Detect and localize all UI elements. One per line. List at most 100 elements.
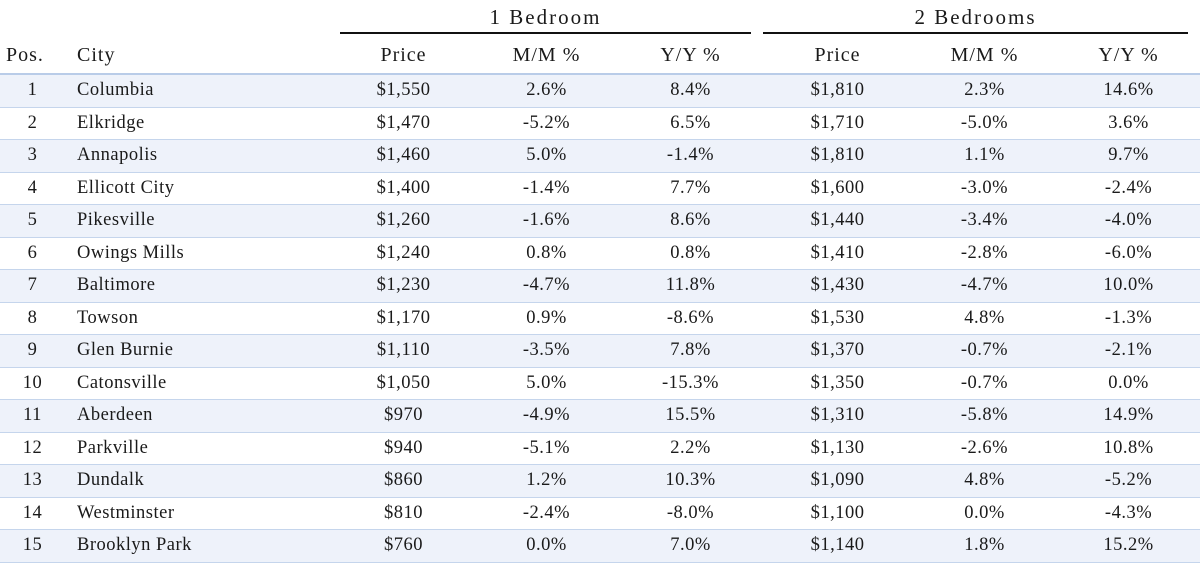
table-row: 13 Dundalk $860 1.2% 10.3% $1,090 4.8% -5.2%: [0, 464, 1200, 498]
cell-yy-2br: 14.9%: [1057, 399, 1200, 433]
table-row: 12 Parkville $940 -5.1% 2.2% $1,130 -2.6% 10.8%: [0, 432, 1200, 465]
cell-mm-1br: -2.4%: [475, 497, 618, 530]
column-header-pos: Pos.: [0, 38, 65, 75]
cell-price-1br: $970: [332, 399, 475, 433]
cell-price-1br: $1,230: [332, 269, 475, 303]
cell-city: Brooklyn Park: [65, 529, 332, 563]
cell-mm-2br: 0.0%: [912, 497, 1057, 530]
column-header-mm-2br: M/M %: [912, 38, 1057, 75]
cell-mm-1br: -1.6%: [475, 204, 618, 238]
cell-mm-2br: -5.0%: [912, 107, 1057, 140]
cell-yy-1br: 8.4%: [618, 74, 763, 108]
cell-mm-1br: 1.2%: [475, 464, 618, 498]
cell-price-1br: $760: [332, 529, 475, 563]
cell-price-2br: $1,710: [763, 107, 912, 140]
column-header-yy-1br: Y/Y %: [618, 38, 763, 75]
cell-mm-1br: -5.1%: [475, 432, 618, 465]
cell-price-2br: $1,430: [763, 269, 912, 303]
column-header-yy-2br: Y/Y %: [1057, 38, 1200, 75]
cell-city: Pikesville: [65, 204, 332, 238]
cell-pos: 2: [0, 107, 65, 140]
cell-pos: 13: [0, 464, 65, 498]
cell-price-1br: $810: [332, 497, 475, 530]
cell-yy-2br: -1.3%: [1057, 302, 1200, 335]
cell-mm-2br: -2.8%: [912, 237, 1057, 270]
cell-price-1br: $1,170: [332, 302, 475, 335]
cell-yy-2br: 14.6%: [1057, 74, 1200, 108]
cell-mm-2br: 4.8%: [912, 464, 1057, 498]
cell-pos: 14: [0, 497, 65, 530]
cell-price-2br: $1,350: [763, 367, 912, 400]
cell-pos: 1: [0, 74, 65, 108]
cell-price-2br: $1,600: [763, 172, 912, 205]
cell-mm-1br: -4.7%: [475, 269, 618, 303]
group-spacer: [0, 0, 332, 38]
cell-mm-1br: -1.4%: [475, 172, 618, 205]
group-header-1-bedroom: 1 Bedroom: [332, 0, 763, 38]
cell-price-1br: $1,550: [332, 74, 475, 108]
cell-price-2br: $1,370: [763, 334, 912, 368]
cell-pos: 6: [0, 237, 65, 270]
cell-price-1br: $1,260: [332, 204, 475, 238]
cell-price-1br: $1,400: [332, 172, 475, 205]
cell-pos: 7: [0, 269, 65, 303]
cell-yy-1br: 7.0%: [618, 529, 763, 563]
cell-yy-2br: -6.0%: [1057, 237, 1200, 270]
cell-yy-2br: -2.4%: [1057, 172, 1200, 205]
cell-city: Elkridge: [65, 107, 332, 140]
cell-city: Ellicott City: [65, 172, 332, 205]
cell-price-2br: $1,090: [763, 464, 912, 498]
cell-price-2br: $1,140: [763, 529, 912, 563]
cell-city: Parkville: [65, 432, 332, 465]
cell-mm-2br: -3.0%: [912, 172, 1057, 205]
cell-mm-1br: 2.6%: [475, 74, 618, 108]
table-row: 7 Baltimore $1,230 -4.7% 11.8% $1,430 -4.7% 10.…: [0, 269, 1200, 303]
cell-mm-1br: 5.0%: [475, 139, 618, 173]
group-label-2-bedrooms: 2 Bedrooms: [763, 5, 1189, 34]
table-row: 1 Columbia $1,550 2.6% 8.4% $1,810 2.3% 14.6%: [0, 74, 1200, 108]
cell-yy-2br: 0.0%: [1057, 367, 1200, 400]
cell-price-1br: $860: [332, 464, 475, 498]
cell-mm-1br: 0.9%: [475, 302, 618, 335]
cell-city: Westminster: [65, 497, 332, 530]
cell-mm-2br: -0.7%: [912, 367, 1057, 400]
cell-price-2br: $1,810: [763, 74, 912, 108]
table-row: 8 Towson $1,170 0.9% -8.6% $1,530 4.8% -1.3%: [0, 302, 1200, 335]
table-row: 3 Annapolis $1,460 5.0% -1.4% $1,810 1.1% 9.7%: [0, 139, 1200, 173]
cell-pos: 8: [0, 302, 65, 335]
cell-pos: 3: [0, 139, 65, 173]
cell-pos: 12: [0, 432, 65, 465]
table-row: 15 Brooklyn Park $760 0.0% 7.0% $1,140 1.8% 15.…: [0, 529, 1200, 563]
cell-mm-1br: -4.9%: [475, 399, 618, 433]
cell-price-2br: $1,310: [763, 399, 912, 433]
cell-price-1br: $1,110: [332, 334, 475, 368]
cell-yy-1br: 0.8%: [618, 237, 763, 270]
column-header-city: City: [65, 38, 332, 75]
cell-yy-1br: -15.3%: [618, 367, 763, 400]
cell-yy-1br: 11.8%: [618, 269, 763, 303]
group-header-2-bedrooms: 2 Bedrooms: [763, 0, 1200, 38]
cell-price-2br: $1,440: [763, 204, 912, 238]
cell-city: Owings Mills: [65, 237, 332, 270]
cell-yy-1br: 10.3%: [618, 464, 763, 498]
cell-mm-1br: 0.8%: [475, 237, 618, 270]
cell-price-1br: $1,240: [332, 237, 475, 270]
cell-mm-1br: -3.5%: [475, 334, 618, 368]
cell-mm-2br: -4.7%: [912, 269, 1057, 303]
table-row: 11 Aberdeen $970 -4.9% 15.5% $1,310 -5.8% 14.9%: [0, 399, 1200, 433]
cell-pos: 5: [0, 204, 65, 238]
cell-price-1br: $1,470: [332, 107, 475, 140]
cell-pos: 9: [0, 334, 65, 368]
cell-pos: 10: [0, 367, 65, 400]
cell-city: Baltimore: [65, 269, 332, 303]
cell-price-2br: $1,130: [763, 432, 912, 465]
cell-mm-1br: -5.2%: [475, 107, 618, 140]
cell-yy-1br: 6.5%: [618, 107, 763, 140]
group-header-row: 1 Bedroom 2 Bedrooms: [0, 0, 1200, 38]
cell-yy-2br: 3.6%: [1057, 107, 1200, 140]
cell-mm-2br: -5.8%: [912, 399, 1057, 433]
column-header-mm-1br: M/M %: [475, 38, 618, 75]
cell-price-1br: $1,050: [332, 367, 475, 400]
cell-mm-2br: -0.7%: [912, 334, 1057, 368]
